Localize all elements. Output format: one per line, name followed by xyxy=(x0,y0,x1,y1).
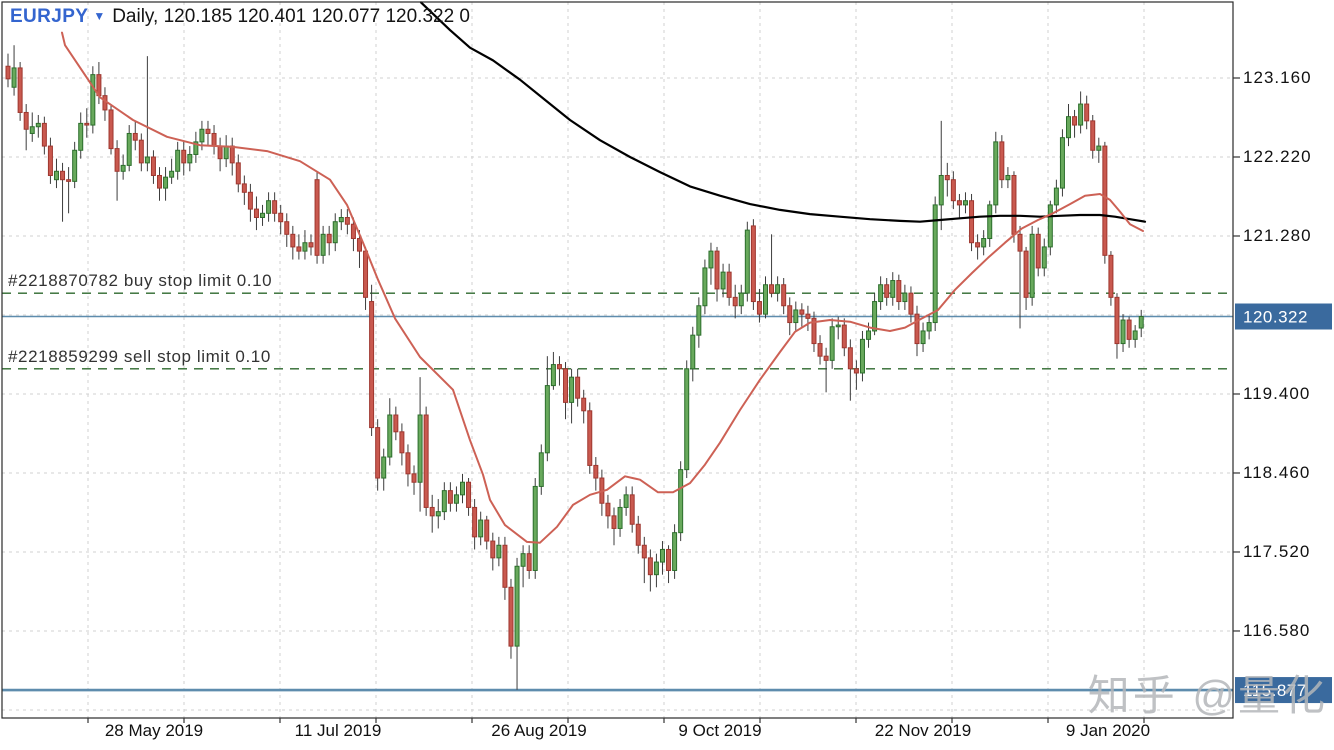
price-axis-label: 117.520 xyxy=(1243,541,1311,561)
svg-text:120.322: 120.322 xyxy=(1243,308,1308,327)
grid-lines xyxy=(2,2,1233,718)
ma-fast-line xyxy=(61,31,1144,544)
date-axis-label: 9 Oct 2019 xyxy=(678,721,762,740)
chart-frame xyxy=(1,1,1240,723)
price-axis-label: 121.280 xyxy=(1243,225,1312,245)
price-axis-label: 119.400 xyxy=(1243,383,1311,403)
ohlc-info: Daily, 120.185 120.401 120.077 120.322 0 xyxy=(112,6,470,27)
symbol-selector[interactable]: EURJPY xyxy=(10,6,89,27)
date-axis-label: 11 Jul 2019 xyxy=(294,721,382,740)
price-lines xyxy=(2,315,1233,692)
price-axis-label: 116.580 xyxy=(1243,620,1311,640)
chevron-down-icon[interactable]: ▼ xyxy=(93,9,106,23)
svg-text:115.877: 115.877 xyxy=(1243,681,1307,700)
lower-price-badge: 115.877 xyxy=(1235,677,1332,704)
date-axis-label: 22 Nov 2019 xyxy=(874,721,972,740)
candlesticks xyxy=(5,45,1144,690)
price-axis-label: 122.220 xyxy=(1243,146,1312,166)
date-axis-label: 9 Jan 2020 xyxy=(1065,721,1151,740)
date-axis-label: 28 May 2019 xyxy=(104,721,204,740)
current-price-badge: 120.322 xyxy=(1235,303,1332,330)
chart-title: EURJPY ▼ Daily, 120.185 120.401 120.077 12… xyxy=(10,6,470,28)
sell-stop-limit-order-label[interactable]: #2218859299 sell stop limit 0.10 xyxy=(8,346,271,366)
buy-stop-limit-order-label[interactable]: #2218870782 buy stop limit 0.10 xyxy=(8,271,273,291)
ma-slow-line xyxy=(419,1,1147,223)
price-axis-label: 123.160 xyxy=(1243,68,1312,87)
watermark: 知乎 @量化 xyxy=(1087,672,1328,719)
date-axis-label: 26 Aug 2019 xyxy=(491,721,587,740)
price-axis-label: 118.460 xyxy=(1243,462,1311,482)
